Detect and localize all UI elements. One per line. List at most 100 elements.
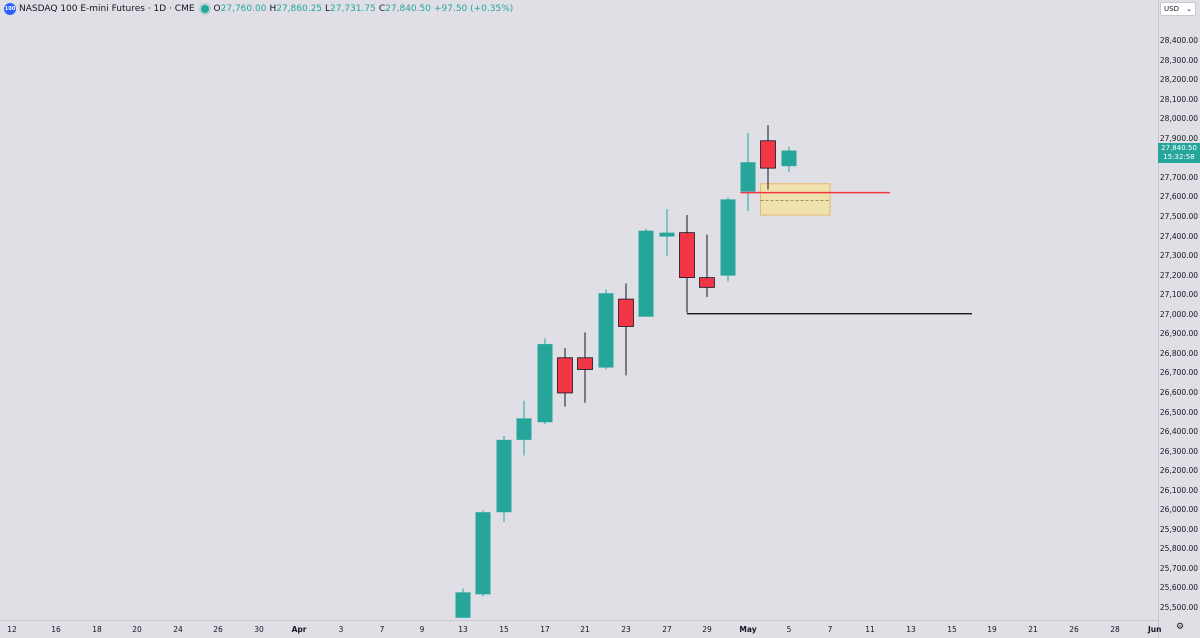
change-value: +97.50 (+0.35%) [433, 4, 514, 14]
candle-body [618, 298, 634, 327]
price-tick-label: 26,200.00 [1159, 466, 1199, 476]
price-tick-label: 26,600.00 [1159, 387, 1199, 397]
price-tick-label: 28,100.00 [1159, 94, 1199, 104]
chart-area[interactable] [0, 0, 1158, 620]
chevron-down-icon: ⌄ [1186, 5, 1192, 13]
price-tick-label: 27,200.00 [1159, 270, 1199, 280]
candle-apr-28[interactable] [679, 215, 695, 313]
candle-apr-20[interactable] [557, 347, 573, 407]
time-tick-label: Jun [1148, 625, 1162, 634]
candle-may-5[interactable] [781, 146, 797, 173]
price-tick-label: 25,700.00 [1159, 563, 1199, 573]
time-tick-label: 7 [827, 625, 833, 634]
price-tick-label: 27,500.00 [1159, 212, 1199, 221]
time-tick-label: 13 [458, 625, 468, 634]
candle-apr-15[interactable] [496, 435, 512, 522]
last-price-badge: 27,840.50 15:32:58 [1158, 143, 1200, 163]
time-tick-label: 18 [92, 625, 102, 634]
candlestick-chart[interactable] [0, 0, 1158, 620]
bar-countdown: 15:32:58 [1163, 153, 1195, 161]
candle-body [720, 199, 736, 276]
price-tick-label: 26,000.00 [1159, 505, 1199, 515]
price-tick-label: 27,300.00 [1159, 251, 1199, 261]
currency-selector[interactable]: USD ⌄ [1160, 2, 1196, 16]
candle-body [455, 592, 471, 618]
price-tick-label: 28,000.00 [1159, 114, 1199, 124]
price-tick-label: 25,900.00 [1159, 524, 1199, 534]
market-open-icon [200, 5, 209, 13]
candle-apr-27[interactable] [659, 209, 675, 257]
open-key: O [213, 4, 221, 14]
symbol-title[interactable]: NASDAQ 100 E-mini Futures · 1D · CME [19, 4, 195, 14]
candle-body [699, 277, 715, 288]
price-tick-label: 27,700.00 [1159, 172, 1199, 182]
symbol-logo-icon[interactable]: 100 [4, 3, 16, 15]
candle-body [679, 232, 695, 279]
price-tick-label: 25,800.00 [1159, 544, 1199, 554]
candle-apr-17[interactable] [537, 338, 553, 425]
time-tick-label: 23 [621, 625, 631, 634]
candle-apr-29[interactable] [699, 234, 715, 298]
close-key: C [378, 4, 386, 14]
time-tick-label: 9 [419, 625, 425, 634]
low-key: L [325, 4, 331, 14]
candle-body [659, 232, 675, 237]
price-tick-label: 27,100.00 [1159, 290, 1199, 300]
gear-icon[interactable]: ⚙ [1176, 622, 1185, 632]
price-tick-label: 26,300.00 [1159, 446, 1199, 456]
time-tick-label: 15 [499, 625, 509, 634]
candle-body [598, 293, 614, 368]
time-tick-label: 16 [51, 625, 61, 634]
time-tick-label: 7 [379, 625, 385, 634]
price-tick-label: 25,600.00 [1159, 583, 1199, 593]
time-tick-label: 24 [173, 625, 183, 634]
time-tick-label: 5 [786, 625, 792, 634]
price-tick-label: 26,800.00 [1159, 348, 1199, 358]
time-tick-label: 19 [987, 625, 997, 634]
candle-body [740, 162, 756, 192]
demand-zone[interactable] [760, 183, 831, 216]
high-value: 27,860.25 [276, 4, 323, 14]
price-tick-label: 27,900.00 [1159, 133, 1199, 143]
low-value: 27,731.75 [330, 4, 376, 14]
candle-apr-21[interactable] [577, 332, 593, 403]
price-tick-label: 27,400.00 [1159, 231, 1199, 241]
candle-body [537, 344, 553, 423]
candle-apr-30[interactable] [720, 197, 736, 282]
time-tick-label: 11 [865, 625, 875, 634]
time-tick-label: 26 [213, 625, 223, 634]
candle-may-1[interactable] [740, 132, 756, 212]
time-tick-label: 26 [1069, 625, 1079, 634]
time-tick-label: 3 [338, 625, 344, 634]
candle-apr-16[interactable] [516, 400, 532, 456]
candle-apr-24[interactable] [638, 228, 654, 317]
time-tick-label: 20 [132, 625, 142, 634]
currency-label: USD [1164, 5, 1179, 13]
price-axis[interactable] [1158, 0, 1200, 638]
price-tick-label: 27,600.00 [1159, 192, 1199, 202]
time-axis[interactable] [0, 620, 1158, 638]
time-tick-label: 21 [1028, 625, 1038, 634]
candle-body [496, 439, 512, 513]
time-tick-label: May [739, 625, 757, 634]
close-value: 27,840.50 [385, 4, 431, 14]
price-tick-label: 26,100.00 [1159, 485, 1199, 495]
candle-apr-13[interactable] [455, 588, 471, 618]
candle-may-4[interactable] [760, 125, 776, 190]
price-tick-label: 26,700.00 [1159, 368, 1199, 378]
symbol-header: 100 NASDAQ 100 E-mini Futures · 1D · CME… [4, 2, 513, 16]
last-price-value: 27,840.50 [1161, 144, 1197, 152]
time-tick-label: 15 [947, 625, 957, 634]
candle-apr-22[interactable] [598, 289, 614, 370]
price-tick-label: 26,400.00 [1159, 427, 1199, 437]
candle-body [760, 140, 776, 169]
candle-apr-14[interactable] [475, 510, 491, 597]
time-tick-label: 21 [580, 625, 590, 634]
time-tick-label: 12 [7, 625, 17, 634]
candle-apr-23[interactable] [618, 283, 634, 376]
time-tick-label: 30 [254, 625, 264, 634]
price-tick-label: 26,900.00 [1159, 329, 1199, 339]
candle-body [638, 230, 654, 317]
time-tick-label: 28 [1110, 625, 1120, 634]
time-tick-label: 29 [702, 625, 712, 634]
